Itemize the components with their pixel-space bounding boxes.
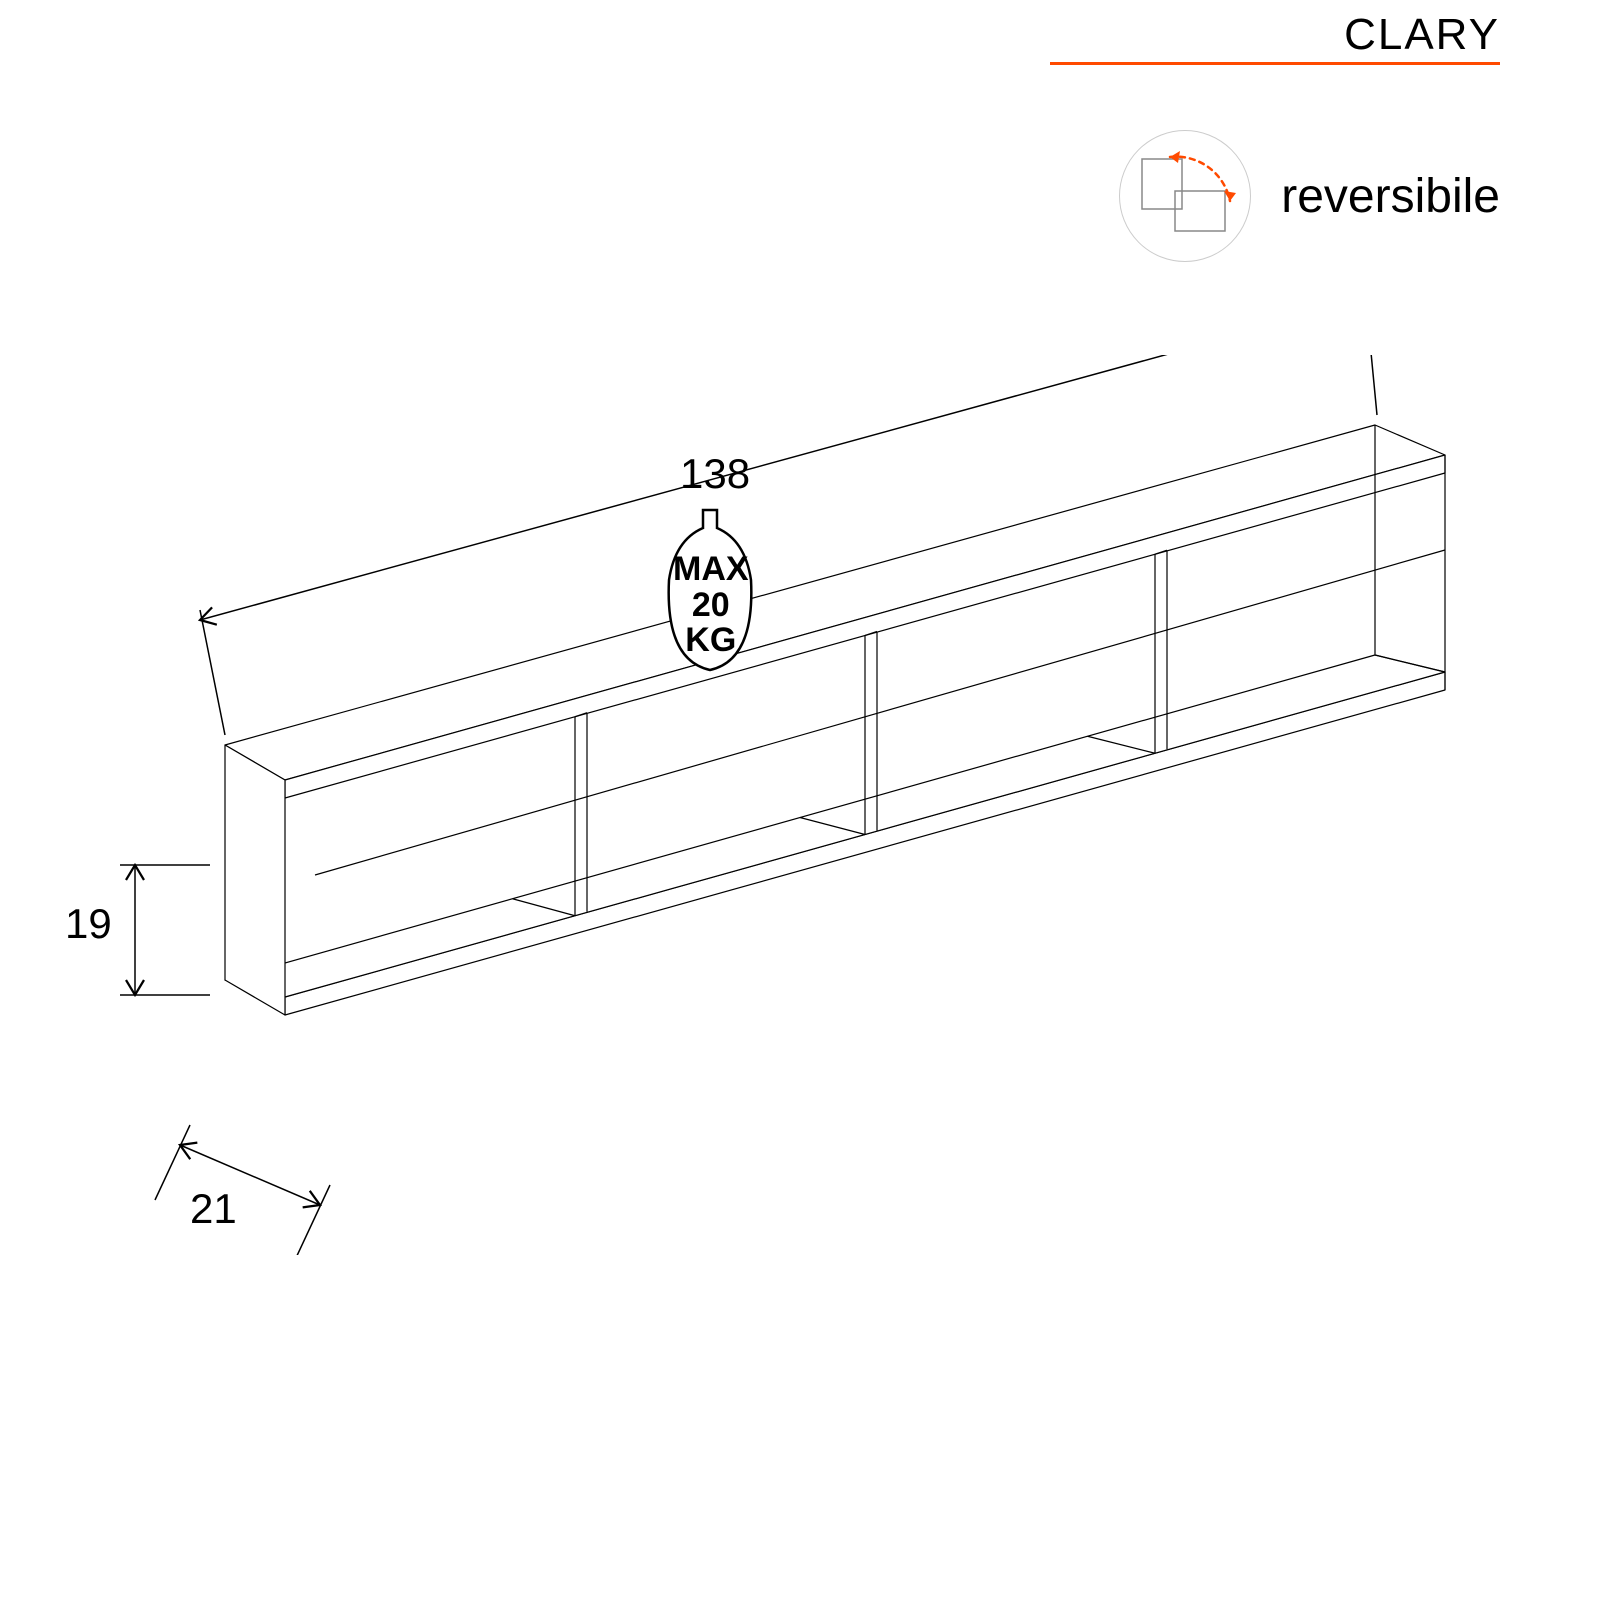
page-root: CLARY reversibile [0, 0, 1600, 1600]
shelf-outline [225, 425, 1445, 1015]
reversible-label: reversibile [1281, 169, 1500, 224]
reversible-rect-vertical [1142, 159, 1182, 209]
product-title: CLARY [1344, 10, 1500, 64]
max-weight-line1: MAX [673, 550, 749, 588]
dimension-depth-label: 21 [190, 1185, 237, 1233]
reversible-arrowhead-1 [1170, 151, 1180, 163]
reversible-arrowhead-2 [1224, 191, 1236, 201]
max-weight-label: MAX 20 KG [673, 552, 749, 659]
max-weight-line2: 20 [692, 586, 730, 624]
reversible-icon-svg [1120, 131, 1250, 261]
title-underline [1050, 62, 1500, 65]
dimension-width-label: 138 [680, 450, 750, 498]
technical-drawing: 138 19 21 MAX 20 KG [90, 355, 1490, 1255]
reversible-arc [1170, 157, 1230, 201]
max-weight-line3: KG [685, 621, 736, 659]
reversible-icon [1119, 130, 1251, 262]
reversible-feature: reversibile [1119, 130, 1500, 262]
drawing-svg [90, 355, 1490, 1255]
dimension-height-label: 19 [65, 900, 112, 948]
